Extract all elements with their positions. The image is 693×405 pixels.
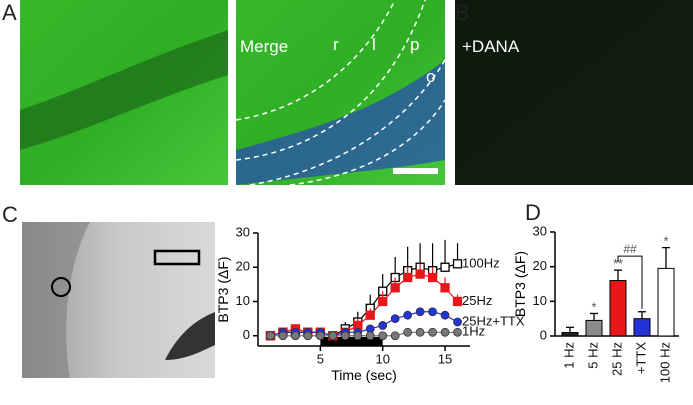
image-dapi [236,60,445,185]
marker [403,310,413,320]
x-tick-label: +TTX [633,342,648,374]
marker [453,327,462,337]
marker [440,310,450,320]
x-axis-label: Time (sec) [331,367,397,383]
panel-label: C [2,202,18,227]
x-tick-label: 25 Hz [609,342,624,376]
y-tick-label: 20 [236,259,250,274]
x-tick-label: 5 Hz [585,342,600,369]
image-dana [455,0,693,185]
charts: 0 10 20 30 BTP3 (ΔF) 5 10 15 Time (sec) 100Hz 25Hz… [215,223,679,383]
stimulus-bar [320,337,383,346]
marker [415,307,425,317]
marker [328,331,338,341]
layer-label: l [372,35,376,54]
scale-bar [153,249,201,266]
y-tick-label: 10 [533,293,547,308]
image-band [20,30,228,150]
legend-label: 100Hz [462,255,500,270]
panel-label: D [525,200,541,225]
layer-label: p [410,35,419,54]
significance-label: ** [613,256,623,271]
marker [440,262,450,272]
layer-label: o [426,67,435,86]
marker [390,283,400,293]
y-axis-label: BTP3 (ΔF) [512,251,528,317]
bar [657,267,675,337]
marker [353,331,363,341]
legend-label: 25Hz [462,293,492,308]
marker [291,331,300,341]
series-line [270,273,458,337]
image-electrode [165,312,215,360]
marker [390,314,400,324]
marker [428,327,437,337]
marker [365,331,375,341]
marker [440,327,450,337]
x-tick-label: 100 Hz [657,342,672,383]
marker [278,331,288,341]
marker [403,327,413,337]
legend-label: 1Hz [462,324,485,339]
x-tick-label: 15 [438,351,452,366]
bar [609,280,627,337]
y-tick-label: 30 [533,223,547,238]
marker [378,321,388,330]
marker [440,283,450,293]
marker [402,272,413,283]
panel-label: B [455,0,470,25]
marker [428,307,437,317]
bar [585,319,603,337]
marker [315,331,325,341]
y-tick-label: 0 [540,327,547,342]
marker [427,272,438,283]
marker [452,259,463,269]
image-shade [22,222,90,378]
marker [378,331,388,341]
marker [365,310,375,320]
marker [390,331,400,341]
dana-label: +DANA [462,37,520,56]
significance-label: * [591,299,596,314]
marker [340,331,350,341]
comparison-label: ## [623,242,637,256]
layer-label: r [333,35,339,54]
legend-label: 25Hz+TTX [462,313,525,328]
marker [453,317,462,327]
y-tick-label: 10 [236,293,250,308]
significance-label: * [663,234,668,249]
x-tick-label: 5 [317,351,324,366]
y-tick-label: 30 [236,224,250,239]
x-tick-label: 1 Hz [561,342,576,369]
scale-bar [393,168,438,174]
marker [303,331,313,341]
layer-boundaries [235,0,446,186]
series-line [270,311,458,337]
marker [378,296,388,307]
marker [266,331,275,341]
merge-label: Merge [240,37,288,56]
y-tick-label: 20 [533,258,547,273]
marker [415,327,425,337]
comparison-bracket [617,255,643,309]
bar [561,332,579,337]
panel-label: A [2,0,17,25]
roi-circle [51,277,71,297]
y-tick-label: 0 [243,327,250,342]
x-tick-label: 10 [375,351,389,366]
marker [415,269,425,279]
bar [633,318,651,337]
y-axis-label: BTP3 (ΔF) [215,256,231,322]
marker [452,296,463,307]
series-line [270,331,458,337]
